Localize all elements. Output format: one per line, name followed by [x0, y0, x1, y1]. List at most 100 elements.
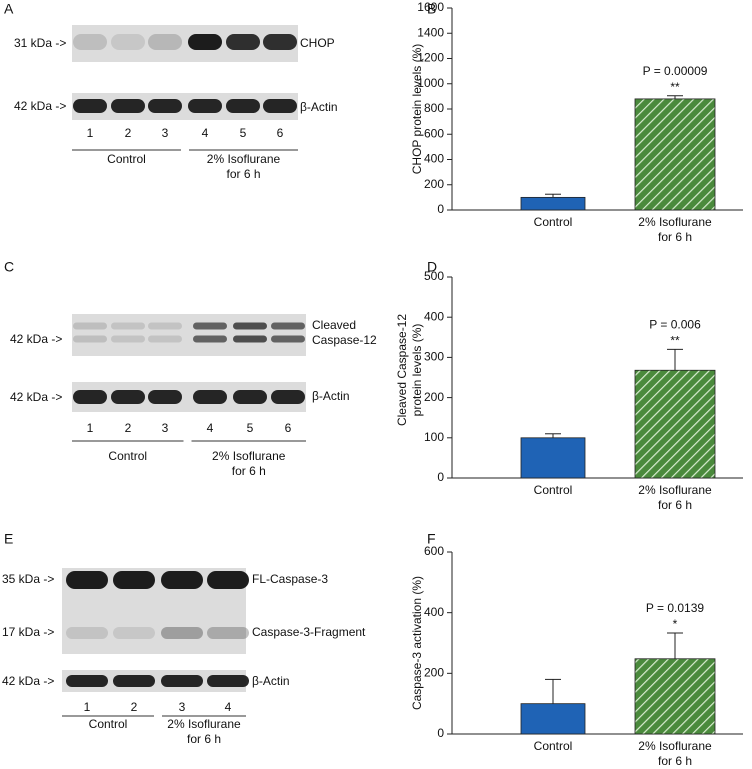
blot-membrane: [72, 314, 306, 356]
panel-label: B: [427, 1, 436, 17]
blot-band: [148, 335, 182, 343]
y-tick-label: 0: [437, 202, 444, 216]
p-value: P = 0.0139: [646, 601, 704, 615]
blot-membrane: [72, 93, 298, 120]
blot-band: [161, 675, 203, 687]
blot-band: [233, 322, 267, 330]
panel-label: C: [4, 259, 14, 275]
y-axis-label: Cleaved Caspase-12protein levels (%): [395, 314, 424, 426]
size-marker: 17 kDa ->: [2, 625, 54, 639]
x-tick-label: Control: [534, 215, 573, 229]
blot-band: [193, 335, 227, 343]
y-tick-label: 400: [424, 309, 444, 323]
bar: [520, 437, 586, 479]
size-marker: 42 kDa ->: [2, 674, 54, 688]
blot-band: [113, 675, 155, 687]
lane-number: 6: [285, 421, 292, 435]
x-tick-label: 2% Isoflurane for 6 h: [638, 739, 712, 768]
y-tick-label: 1200: [417, 51, 444, 65]
band-label: Caspase-3-Fragment: [252, 625, 366, 639]
size-marker: 42 kDa ->: [14, 99, 66, 113]
lane-number: 5: [247, 421, 254, 435]
blot-band: [207, 675, 249, 687]
band-label: Cleaved Caspase-12: [312, 318, 377, 347]
y-tick-label: 600: [424, 126, 444, 140]
x-tick-label: Control: [534, 739, 573, 753]
blot-band: [161, 571, 203, 589]
lane-number: 2: [125, 421, 132, 435]
blot-band: [263, 99, 297, 113]
panel-label: F: [427, 531, 436, 547]
lane-number: 4: [202, 126, 209, 140]
significance: **: [670, 334, 680, 348]
blot-band: [111, 99, 145, 113]
lane-number: 3: [162, 126, 169, 140]
blot-band: [148, 322, 182, 330]
y-tick-label: 300: [424, 350, 444, 364]
y-tick-label: 400: [424, 152, 444, 166]
y-tick-label: 200: [424, 390, 444, 404]
blot-band: [271, 390, 305, 404]
blot-band: [111, 335, 145, 343]
y-axis-label: Caspase-3 activation (%): [410, 576, 424, 710]
x-tick-label: 2% Isoflurane for 6 h: [638, 215, 712, 244]
lane-number: 1: [84, 700, 91, 714]
y-tick-label: 200: [424, 666, 444, 680]
lane-number: 1: [87, 421, 94, 435]
lane-number: 2: [125, 126, 132, 140]
bar: [634, 658, 716, 735]
blot-band: [188, 34, 222, 50]
blot-band: [113, 627, 155, 639]
blot-band: [73, 335, 107, 343]
bar: [634, 369, 716, 479]
blot-band: [188, 99, 222, 113]
y-tick-label: 0: [437, 726, 444, 740]
lane-number: 2: [131, 700, 138, 714]
y-tick-label: 100: [424, 430, 444, 444]
blot-band: [66, 571, 108, 589]
blot-band: [73, 99, 107, 113]
lane-number: 1: [87, 126, 94, 140]
blot-band: [226, 99, 260, 113]
blot-band: [113, 571, 155, 589]
blot-band: [193, 322, 227, 330]
size-marker: 42 kDa ->: [10, 390, 62, 404]
blot-band: [193, 390, 227, 404]
band-label: β-Actin: [252, 674, 290, 688]
panel-label: E: [4, 531, 13, 547]
band-label: β-Actin: [312, 389, 350, 403]
blot-band: [148, 34, 182, 50]
group-label: 2% Isoflurane for 6 h: [167, 717, 241, 746]
blot-band: [226, 34, 260, 50]
blot-band: [73, 322, 107, 330]
y-tick-label: 1000: [417, 76, 444, 90]
blot-band: [263, 34, 297, 50]
blot-band: [161, 627, 203, 639]
panel-label: A: [4, 1, 14, 17]
blot-membrane: [72, 382, 306, 412]
y-tick-label: 500: [424, 269, 444, 283]
y-axis-label: CHOP protein levels (%): [410, 44, 424, 175]
y-tick-label: 800: [424, 101, 444, 115]
blot-band: [73, 390, 107, 404]
size-marker: 35 kDa ->: [2, 572, 54, 586]
blot-band: [111, 34, 145, 50]
y-tick-label: 400: [424, 605, 444, 619]
p-value: P = 0.006: [649, 318, 701, 332]
x-tick-label: 2% Isoflurane for 6 h: [638, 483, 712, 512]
blot-band: [148, 99, 182, 113]
blot-band: [233, 390, 267, 404]
y-tick-label: 0: [437, 470, 444, 484]
band-label: CHOP: [300, 36, 335, 50]
band-label: β-Actin: [300, 100, 338, 114]
lane-number: 6: [277, 126, 284, 140]
lane-number: 4: [207, 421, 214, 435]
blot-band: [73, 34, 107, 50]
bar: [520, 703, 586, 735]
y-tick-label: 1600: [417, 0, 444, 14]
panel-label: D: [427, 259, 437, 275]
y-tick-label: 600: [424, 544, 444, 558]
bar: [634, 98, 716, 211]
group-label: Control: [108, 449, 147, 463]
